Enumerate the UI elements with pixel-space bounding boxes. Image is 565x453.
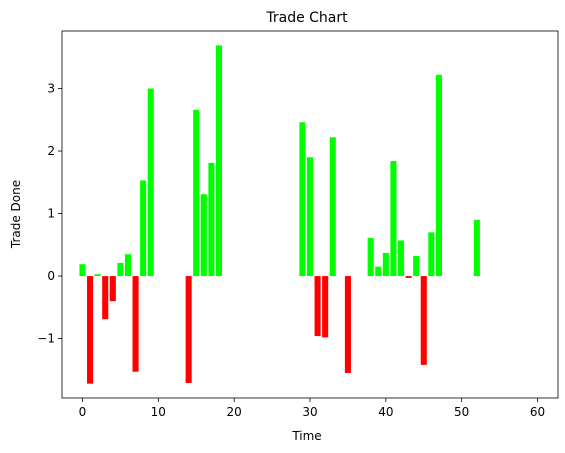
y-tick-label: 0 bbox=[47, 269, 55, 283]
bar-3 bbox=[102, 276, 109, 320]
bar-21 bbox=[367, 237, 374, 277]
bar-30 bbox=[435, 74, 442, 277]
x-tick-label: 40 bbox=[378, 405, 393, 419]
x-tick-label: 60 bbox=[530, 405, 545, 419]
bar-13 bbox=[208, 162, 215, 277]
bar-24 bbox=[390, 161, 397, 277]
bar-5 bbox=[117, 262, 124, 277]
bar-17 bbox=[314, 276, 321, 337]
bar-28 bbox=[420, 276, 427, 365]
bar-series bbox=[79, 45, 480, 384]
y-axis-title: Trade Done bbox=[9, 180, 23, 249]
bar-16 bbox=[306, 157, 314, 277]
x-tick-label: 50 bbox=[454, 405, 469, 419]
bar-31 bbox=[473, 219, 480, 277]
y-tick-label: 3 bbox=[47, 82, 55, 96]
bar-10 bbox=[185, 276, 192, 383]
bar-26 bbox=[405, 276, 412, 278]
bar-0 bbox=[79, 264, 86, 277]
bar-18 bbox=[322, 276, 329, 338]
bar-22 bbox=[375, 266, 382, 277]
bar-6 bbox=[124, 254, 132, 277]
bar-15 bbox=[299, 122, 306, 277]
y-tick-label: −1 bbox=[37, 332, 55, 346]
chart-title: Trade Chart bbox=[265, 10, 348, 26]
bar-25 bbox=[397, 240, 405, 277]
y-tick-label: 2 bbox=[47, 144, 55, 158]
bar-14 bbox=[215, 45, 223, 277]
bar-11 bbox=[193, 109, 200, 277]
x-tick-label: 20 bbox=[227, 405, 242, 419]
x-tick-label: 0 bbox=[79, 405, 87, 419]
bar-4 bbox=[109, 276, 116, 302]
bar-2 bbox=[94, 274, 101, 277]
y-tick-label: 1 bbox=[47, 207, 55, 221]
x-axis-title: Time bbox=[291, 429, 321, 443]
bar-12 bbox=[200, 194, 207, 277]
bar-23 bbox=[382, 252, 389, 277]
bar-27 bbox=[413, 256, 420, 277]
bar-1 bbox=[87, 276, 94, 384]
x-tick-label: 30 bbox=[302, 405, 317, 419]
bar-19 bbox=[329, 137, 336, 277]
bar-9 bbox=[147, 88, 154, 277]
bar-7 bbox=[132, 276, 139, 372]
bar-29 bbox=[428, 232, 435, 277]
x-axis-ticks: 0 10 20 30 40 50 60 bbox=[79, 398, 545, 419]
bar-8 bbox=[140, 180, 147, 277]
y-axis-ticks: −1 0 1 2 3 bbox=[37, 82, 62, 346]
bar-20 bbox=[344, 276, 351, 373]
x-tick-label: 10 bbox=[151, 405, 166, 419]
